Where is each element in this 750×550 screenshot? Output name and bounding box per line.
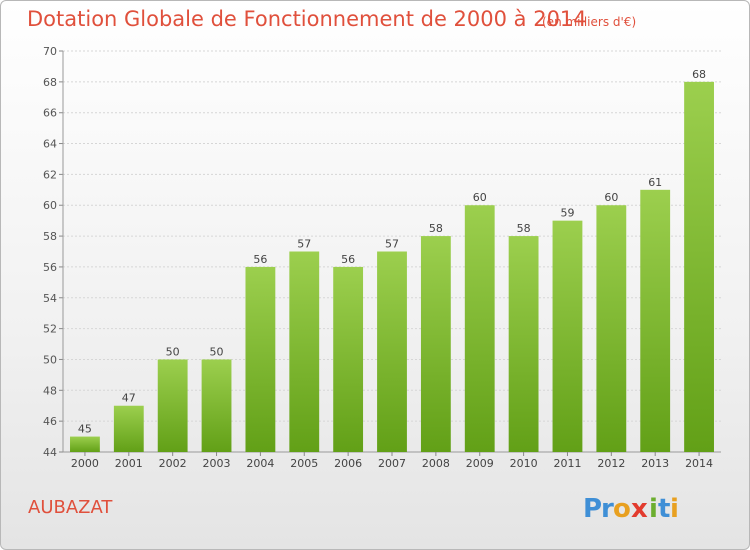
proxiti-logo: P r o x i t i — [583, 494, 679, 524]
y-tick-label: 66 — [43, 107, 57, 120]
svg-text:r: r — [601, 494, 614, 524]
labels: 44 46 48 50 52 54 56 58 60 62 64 66 68 70 45 2000 47 2001… — [43, 45, 713, 470]
chart-title: Dotation Globale de Fonctionnement de 20… — [27, 7, 587, 31]
svg-text:P: P — [583, 494, 602, 524]
data-label: 59 — [560, 207, 574, 220]
data-label: 45 — [78, 423, 92, 436]
svg-text:i: i — [649, 494, 658, 524]
y-tick-label: 64 — [43, 138, 57, 151]
bar — [113, 405, 144, 452]
bar — [640, 189, 671, 453]
x-tick-label: 2006 — [334, 457, 362, 470]
chart-subtitle: (en milliers d'€) — [542, 15, 637, 29]
data-label: 56 — [253, 253, 267, 266]
data-label: 47 — [122, 392, 136, 405]
data-label: 56 — [341, 253, 355, 266]
y-tick-label: 60 — [43, 199, 57, 212]
x-tick-label: 2004 — [246, 457, 274, 470]
svg-text:t: t — [658, 494, 670, 524]
y-tick-label: 50 — [43, 353, 57, 366]
data-label: 60 — [604, 191, 618, 204]
y-tick-label: 58 — [43, 230, 57, 243]
data-label: 61 — [648, 176, 662, 189]
bars — [70, 81, 714, 453]
x-tick-label: 2010 — [510, 457, 538, 470]
bar — [201, 359, 232, 452]
bar — [245, 266, 276, 452]
bar — [684, 81, 714, 452]
x-tick-label: 2014 — [685, 457, 713, 470]
data-label: 57 — [385, 238, 399, 251]
data-label: 58 — [429, 222, 443, 235]
x-tick-label: 2000 — [71, 457, 99, 470]
bar — [70, 436, 100, 452]
bar — [157, 359, 188, 452]
bar — [420, 236, 451, 452]
y-tick-label: 70 — [43, 45, 57, 58]
x-tick-label: 2002 — [159, 457, 187, 470]
data-label: 50 — [210, 345, 224, 358]
y-tick-label: 48 — [43, 384, 57, 397]
x-tick-label: 2011 — [553, 457, 581, 470]
data-label: 60 — [473, 191, 487, 204]
y-tick-label: 46 — [43, 415, 57, 428]
x-tick-label: 2012 — [597, 457, 625, 470]
data-label: 50 — [166, 345, 180, 358]
x-tick-label: 2009 — [466, 457, 494, 470]
y-tick-label: 44 — [43, 446, 57, 459]
bar-chart: 44 46 48 50 52 54 56 58 60 62 64 66 68 70 45 2000 47 2001… — [43, 45, 721, 470]
y-tick-label: 52 — [43, 323, 57, 336]
commune-name: AUBAZAT — [28, 497, 113, 518]
bar — [289, 251, 320, 452]
bar — [596, 205, 627, 452]
bar — [377, 251, 407, 452]
svg-text:o: o — [613, 494, 631, 524]
x-tick-label: 2007 — [378, 457, 406, 470]
y-tick-label: 68 — [43, 76, 57, 89]
y-tick-label: 56 — [43, 261, 57, 274]
x-tick-label: 2008 — [422, 457, 450, 470]
y-tick-label: 62 — [43, 168, 57, 181]
x-tick-label: 2001 — [115, 457, 143, 470]
bar — [508, 236, 539, 452]
bar — [464, 205, 495, 452]
svg-text:i: i — [670, 494, 679, 524]
data-label: 58 — [517, 222, 531, 235]
bar — [333, 266, 364, 452]
data-label: 68 — [692, 68, 706, 81]
y-tick-label: 54 — [43, 292, 57, 305]
bar — [552, 220, 583, 452]
x-tick-label: 2005 — [290, 457, 318, 470]
x-tick-label: 2013 — [641, 457, 669, 470]
data-label: 57 — [297, 238, 311, 251]
x-tick-label: 2003 — [203, 457, 231, 470]
svg-text:x: x — [631, 494, 648, 524]
